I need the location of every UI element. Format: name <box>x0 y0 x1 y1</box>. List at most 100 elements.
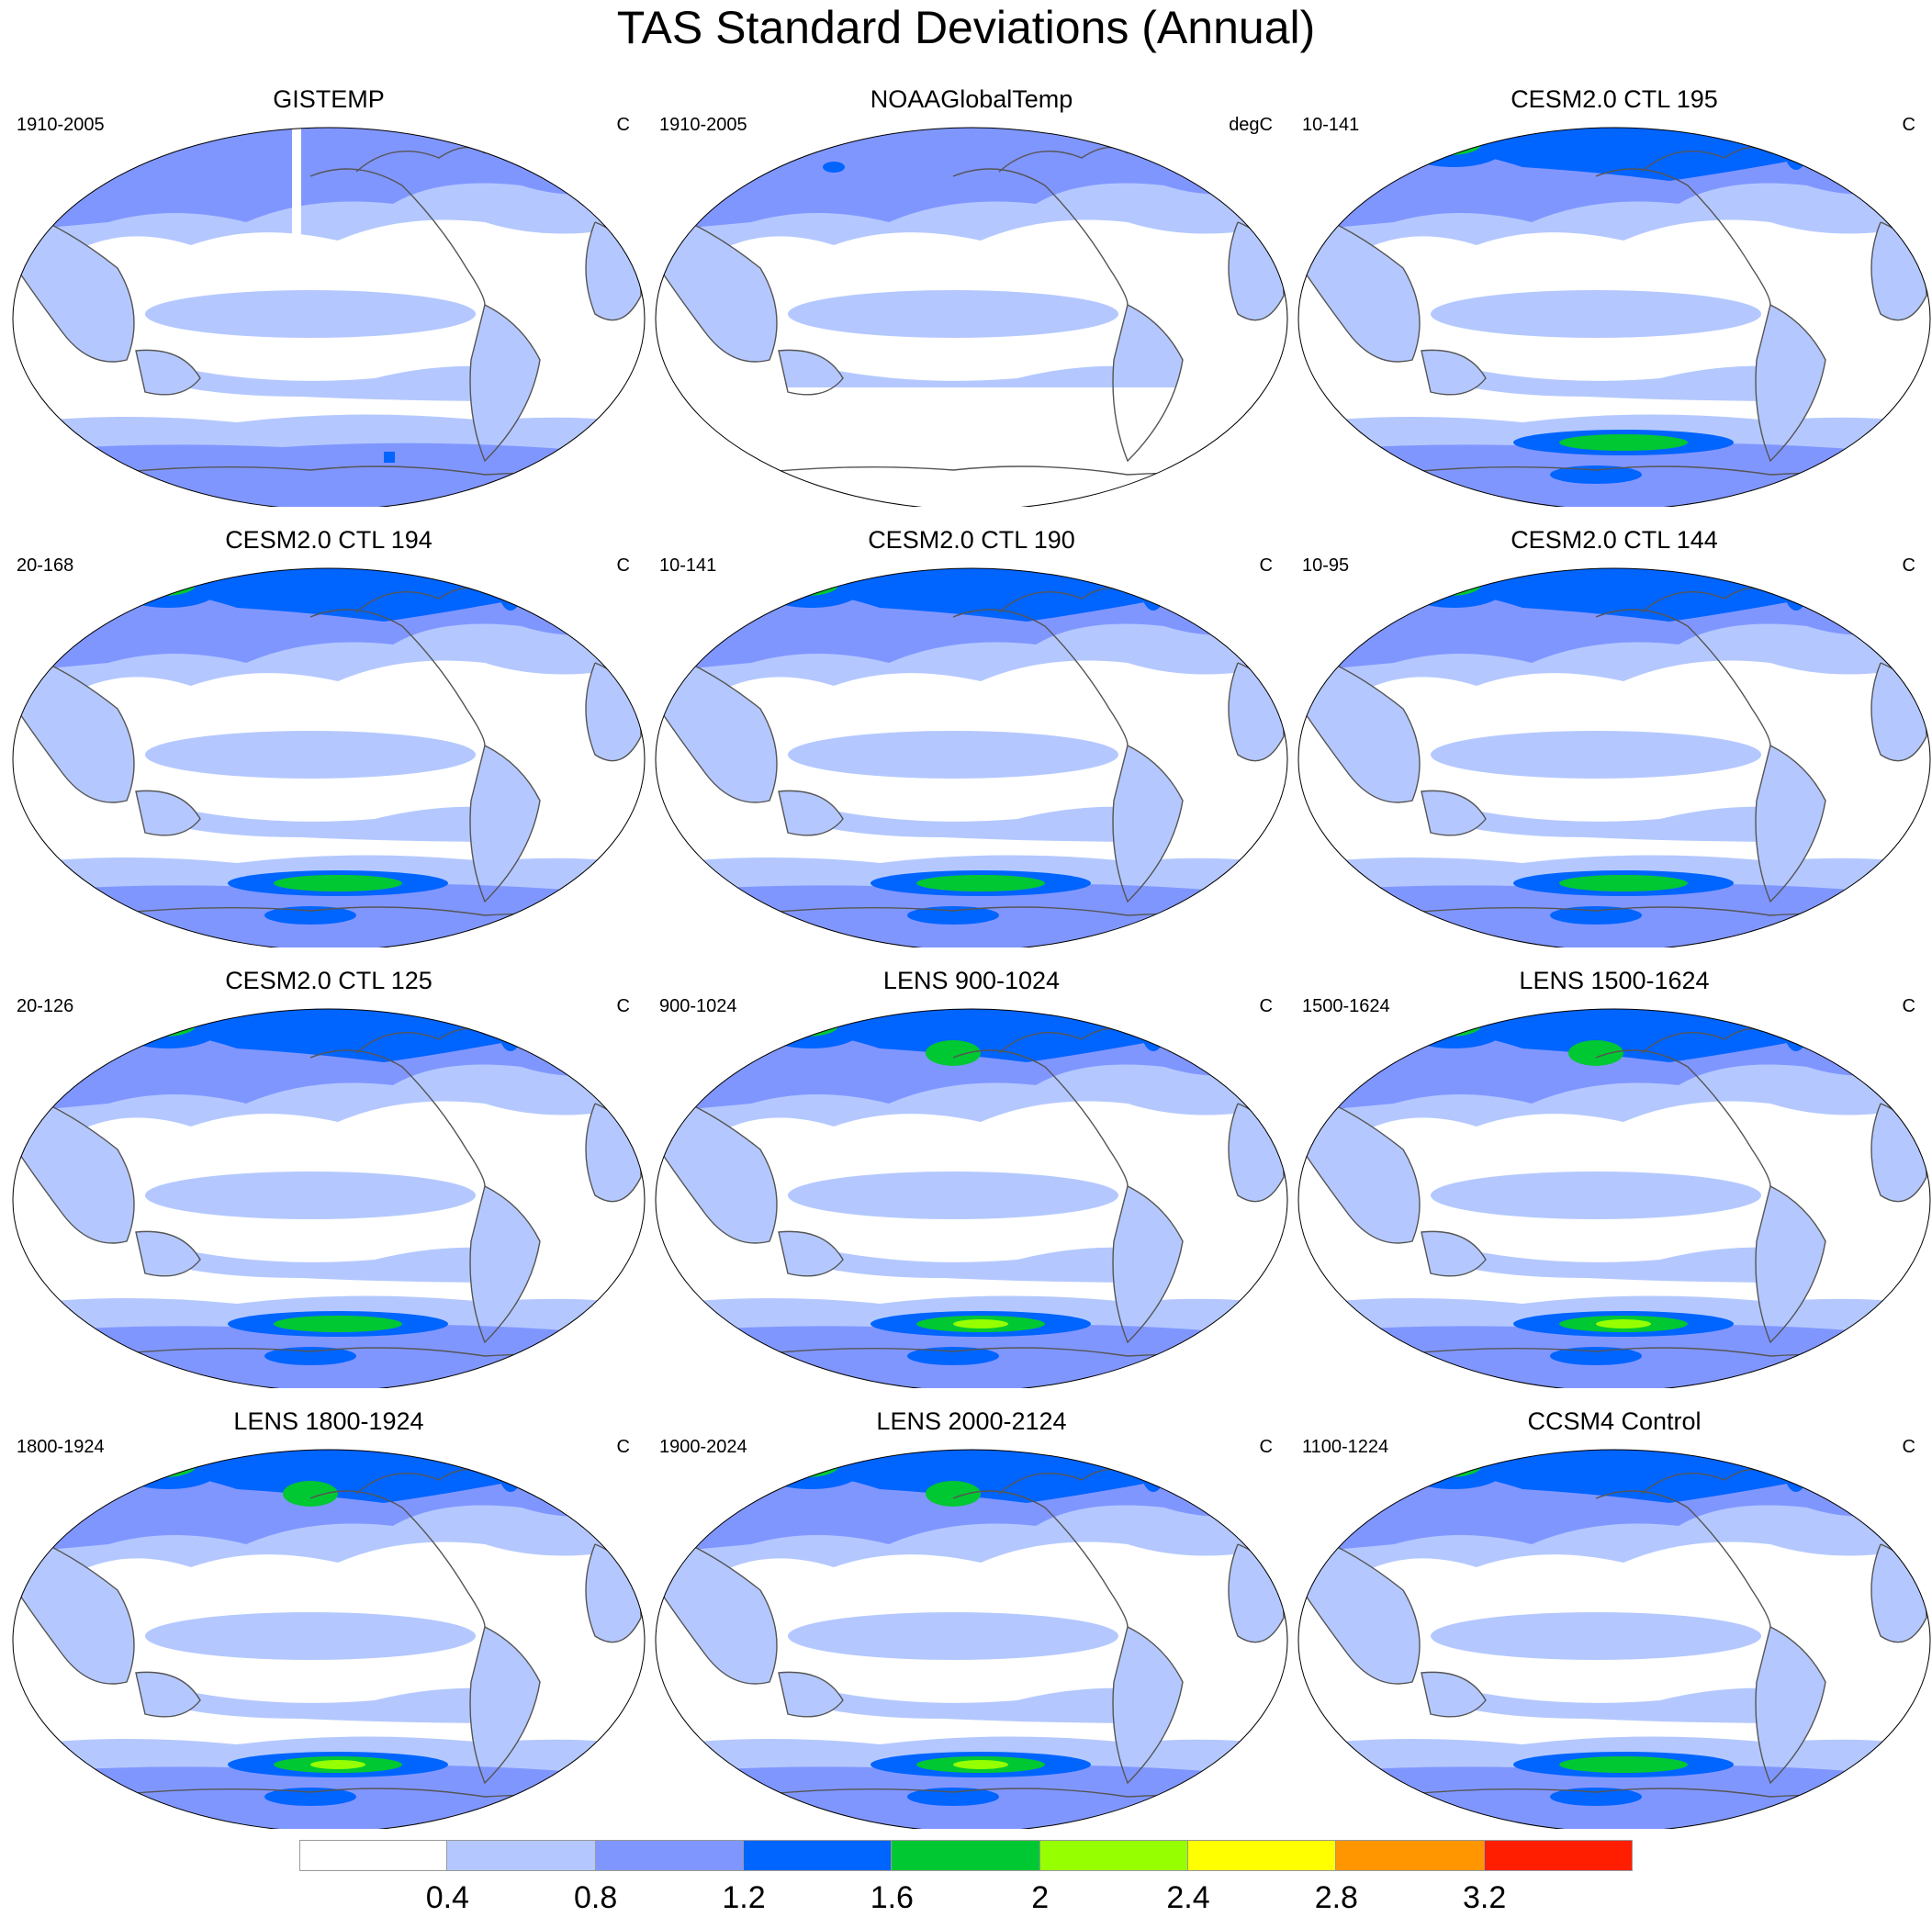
robinson-map <box>1297 1449 1931 1829</box>
contour-region <box>1417 574 1481 596</box>
map-border <box>1297 1008 1931 1388</box>
colorbar-tick-label: 2.4 <box>1166 1880 1210 1915</box>
contour-region <box>118 571 219 608</box>
contour-region <box>926 1481 981 1507</box>
contour-region <box>131 574 196 596</box>
contour-region <box>504 1009 517 1037</box>
panel-title: CESM2.0 CTL 125 <box>225 967 432 994</box>
panel-units-label: C <box>1902 996 1915 1016</box>
contour-region <box>163 805 522 842</box>
panel-years-label: 1500-1624 <box>1302 996 1390 1016</box>
contour-region <box>1449 364 1807 401</box>
contour-region <box>264 906 356 925</box>
contour-region <box>136 790 200 835</box>
contour-region <box>774 1455 838 1477</box>
panel-units-label: C <box>1259 1437 1273 1457</box>
contour-region <box>118 1012 219 1048</box>
robinson-map <box>1297 127 1931 507</box>
contour-region <box>659 1094 777 1243</box>
contour-region <box>292 128 301 241</box>
figure-title: TAS Standard Deviations (Annual) <box>616 2 1316 53</box>
colorbar-swatch <box>1188 1840 1337 1871</box>
panel-years-label: 1910-2005 <box>17 115 105 135</box>
map-panel: LENS 1500-1624 1500-1624 C <box>1293 966 1932 1388</box>
contour-region <box>1403 1012 1504 1048</box>
map-panel: CESM2.0 CTL 144 10-95 C <box>1293 525 1932 947</box>
map-panel: CESM2.0 CTL 194 20-168 C <box>7 525 650 947</box>
colorbar-tick-label: 1.2 <box>722 1880 766 1915</box>
contour-region <box>1302 213 1420 362</box>
contour-region <box>1302 1094 1420 1243</box>
contour-region <box>163 364 522 401</box>
panel-title: LENS 1500-1624 <box>1519 967 1710 994</box>
panel-title: LENS 1800-1924 <box>233 1407 424 1435</box>
contour-region <box>264 1347 356 1365</box>
contour-region <box>774 1015 838 1037</box>
contour-region <box>1790 128 1803 156</box>
contour-region <box>145 1172 476 1219</box>
contour-region <box>1431 1172 1761 1219</box>
map-panel: GISTEMP 1910-2005 C <box>7 84 650 507</box>
robinson-map <box>12 567 646 947</box>
panel-title: LENS 2000-2124 <box>876 1407 1067 1435</box>
contour-region <box>1147 568 1160 597</box>
contour-region <box>1229 1544 1284 1642</box>
contour-region <box>145 290 476 338</box>
panel-title: CESM2.0 CTL 190 <box>868 526 1075 554</box>
map-border <box>655 1008 1288 1388</box>
contour-region <box>1302 654 1420 802</box>
panel-title: LENS 900-1024 <box>882 967 1061 994</box>
panel-years-label: 1100-1224 <box>1302 1437 1389 1457</box>
contour-region <box>907 1347 999 1365</box>
contour-region <box>283 1481 338 1507</box>
contour-region <box>145 1612 476 1660</box>
contour-region <box>1417 1015 1481 1037</box>
contour-region <box>1550 465 1642 484</box>
contour-region <box>784 1015 810 1026</box>
contour-region <box>953 1319 1008 1328</box>
map-border <box>12 1449 646 1829</box>
contour-region <box>1790 1450 1803 1478</box>
contour-region <box>507 1450 514 1465</box>
contour-region <box>141 1456 167 1467</box>
contour-region <box>1559 1756 1688 1773</box>
contour-region <box>1431 1612 1761 1660</box>
contour-region <box>1792 1009 1800 1025</box>
contour-region <box>788 290 1118 338</box>
robinson-map <box>655 127 1288 507</box>
contour-region <box>1417 133 1481 155</box>
contour-region <box>659 1535 777 1684</box>
contour-region <box>17 213 134 362</box>
panel-units-label: C <box>1259 555 1273 576</box>
robinson-map <box>1297 567 1931 947</box>
panel-title: CESM2.0 CTL 144 <box>1511 526 1718 554</box>
contour-region <box>1871 663 1926 761</box>
contour-region <box>1229 222 1284 320</box>
contour-region <box>907 906 999 925</box>
contour-region <box>504 1450 517 1478</box>
map-border <box>1297 127 1931 507</box>
contour-region <box>779 350 843 395</box>
panel-units-label: C <box>616 1437 630 1457</box>
contour-region <box>274 1316 402 1332</box>
map-border <box>655 567 1288 947</box>
contour-region <box>131 1455 196 1477</box>
panel-years-label: 1910-2005 <box>659 115 747 135</box>
contour-region <box>131 1015 196 1037</box>
contour-region <box>953 1760 1008 1769</box>
contour-region <box>1302 1535 1420 1684</box>
robinson-map <box>1297 1008 1931 1388</box>
contour-region <box>779 790 843 835</box>
contour-region <box>779 1231 843 1276</box>
contour-region <box>1871 1104 1926 1202</box>
map-border <box>655 1449 1288 1829</box>
map-panel: NOAAGlobalTemp 1910-2005 degC <box>650 84 1293 507</box>
map-panel: CESM2.0 CTL 195 10-141 C <box>1293 84 1932 507</box>
contour-region <box>656 387 1287 507</box>
contour-region <box>586 1544 641 1642</box>
contour-region <box>136 350 200 395</box>
map-panel: LENS 1800-1924 1800-1924 C <box>7 1407 650 1829</box>
robinson-map <box>655 567 1288 947</box>
map-panel: CESM2.0 CTL 125 20-126 C <box>7 966 650 1388</box>
contour-region <box>1568 1040 1623 1066</box>
